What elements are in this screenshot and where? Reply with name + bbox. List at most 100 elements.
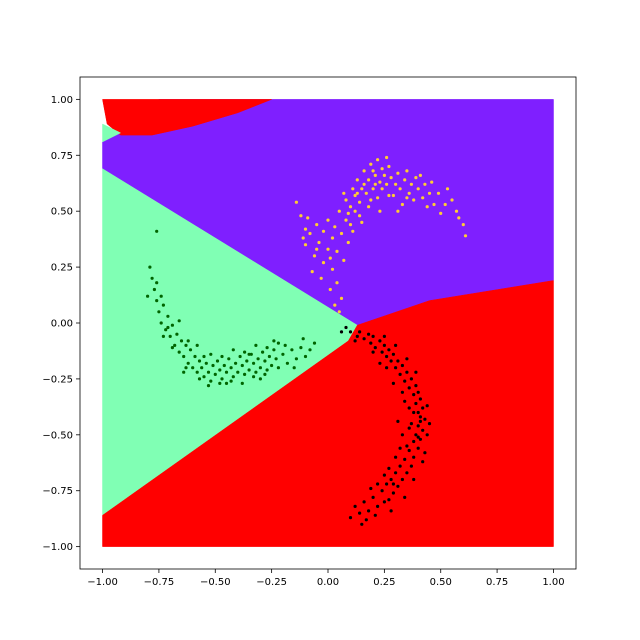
point-s0-40 <box>380 167 384 171</box>
decision-regions <box>102 99 554 547</box>
point-s0-62 <box>461 223 465 227</box>
point-s1-32 <box>215 359 220 363</box>
point-s2-47 <box>387 498 391 502</box>
point-s1-7 <box>159 321 163 325</box>
point-s0-3 <box>303 243 308 247</box>
point-s0-71 <box>376 196 380 200</box>
point-s0-42 <box>385 182 389 186</box>
point-s0-86 <box>351 229 355 233</box>
point-s2-10 <box>387 348 391 352</box>
point-s2-51 <box>376 504 380 508</box>
point-s2-66 <box>407 406 411 410</box>
point-s1-95 <box>202 354 206 359</box>
point-s1-20 <box>188 348 193 352</box>
point-s1-23 <box>195 370 199 374</box>
point-s0-26 <box>351 187 355 191</box>
point-s1-22 <box>193 354 197 359</box>
point-s0-4 <box>308 231 312 236</box>
point-s1-43 <box>240 363 244 368</box>
point-s2-62 <box>394 343 398 347</box>
point-s0-23 <box>346 240 350 245</box>
point-s2-89 <box>412 410 416 415</box>
point-s0-74 <box>400 202 404 207</box>
point-s1-42 <box>238 354 242 359</box>
point-s1-38 <box>229 366 233 370</box>
point-s0-73 <box>391 193 395 198</box>
point-s0-30 <box>358 200 362 204</box>
x-axis: −1.00 −0.75 −0.50 −0.25 0.00 0.25 0.50 0.75 1.00 <box>87 569 565 588</box>
point-s0-84 <box>371 169 375 173</box>
point-s0-49 <box>407 191 411 195</box>
point-s1-71 <box>184 366 188 370</box>
point-s0-14 <box>333 225 337 229</box>
point-s1-91 <box>240 381 244 385</box>
point-s2-45 <box>391 491 395 495</box>
y-tick-label: 0.00 <box>51 319 73 330</box>
point-s0-81 <box>328 256 332 260</box>
point-s1-77 <box>243 350 247 354</box>
point-s2-78 <box>403 495 407 499</box>
point-s2-27 <box>418 419 422 423</box>
point-s2-54 <box>362 500 366 504</box>
point-s0-70 <box>367 205 371 209</box>
point-s2-64 <box>423 417 427 421</box>
y-tick-label: −0.50 <box>42 430 73 441</box>
point-s1-49 <box>254 370 258 374</box>
point-s0-6 <box>315 223 319 227</box>
point-s1-92 <box>263 372 267 376</box>
point-s1-25 <box>200 366 204 370</box>
point-s0-44 <box>389 176 393 180</box>
point-s1-44 <box>243 372 247 376</box>
point-s0-72 <box>380 187 384 191</box>
point-s1-69 <box>146 294 150 298</box>
point-s0-99 <box>373 182 377 186</box>
point-s1-12 <box>170 323 174 327</box>
point-s0-56 <box>432 202 436 207</box>
point-s1-51 <box>258 366 262 370</box>
point-s1-65 <box>303 354 308 359</box>
x-tick-label: 0.25 <box>373 577 395 588</box>
point-s1-64 <box>299 346 303 350</box>
x-tick-label: 0.75 <box>486 577 508 588</box>
point-s2-4 <box>371 334 375 338</box>
point-s1-99 <box>182 370 186 374</box>
point-s0-95 <box>301 236 305 240</box>
point-s2-13 <box>394 366 398 370</box>
point-s2-38 <box>407 448 411 453</box>
point-s1-15 <box>177 350 181 354</box>
point-s2-48 <box>385 482 389 486</box>
point-s0-94 <box>430 180 434 184</box>
point-s2-56 <box>353 504 357 508</box>
region-red-2 <box>102 280 554 547</box>
point-s0-60 <box>454 209 459 213</box>
point-s1-55 <box>267 354 271 359</box>
x-tick-label: 1.00 <box>542 577 564 588</box>
point-s0-5 <box>312 254 317 258</box>
point-s2-3 <box>369 341 373 345</box>
point-s2-85 <box>385 366 389 370</box>
point-s2-90 <box>416 435 420 439</box>
point-s2-41 <box>400 477 404 482</box>
point-s0-43 <box>387 164 391 169</box>
point-s1-30 <box>211 363 215 368</box>
point-s1-19 <box>186 361 190 365</box>
point-s2-33 <box>416 446 420 450</box>
point-s1-54 <box>265 368 269 372</box>
point-s1-81 <box>209 352 213 356</box>
point-s0-93 <box>414 176 418 180</box>
point-s0-55 <box>427 191 432 195</box>
point-s0-39 <box>378 180 382 184</box>
point-s0-90 <box>387 193 391 198</box>
point-s0-58 <box>443 202 447 207</box>
point-s2-15 <box>398 372 402 376</box>
point-s2-28 <box>421 406 425 410</box>
point-s1-88 <box>166 325 170 330</box>
point-s2-25 <box>416 410 420 415</box>
point-s0-61 <box>457 216 461 220</box>
point-s1-67 <box>312 341 317 345</box>
point-s2-72 <box>387 466 391 470</box>
point-s0-45 <box>394 182 398 186</box>
point-s1-75 <box>197 377 202 381</box>
point-s1-27 <box>204 361 208 365</box>
point-s2-77 <box>412 477 416 482</box>
